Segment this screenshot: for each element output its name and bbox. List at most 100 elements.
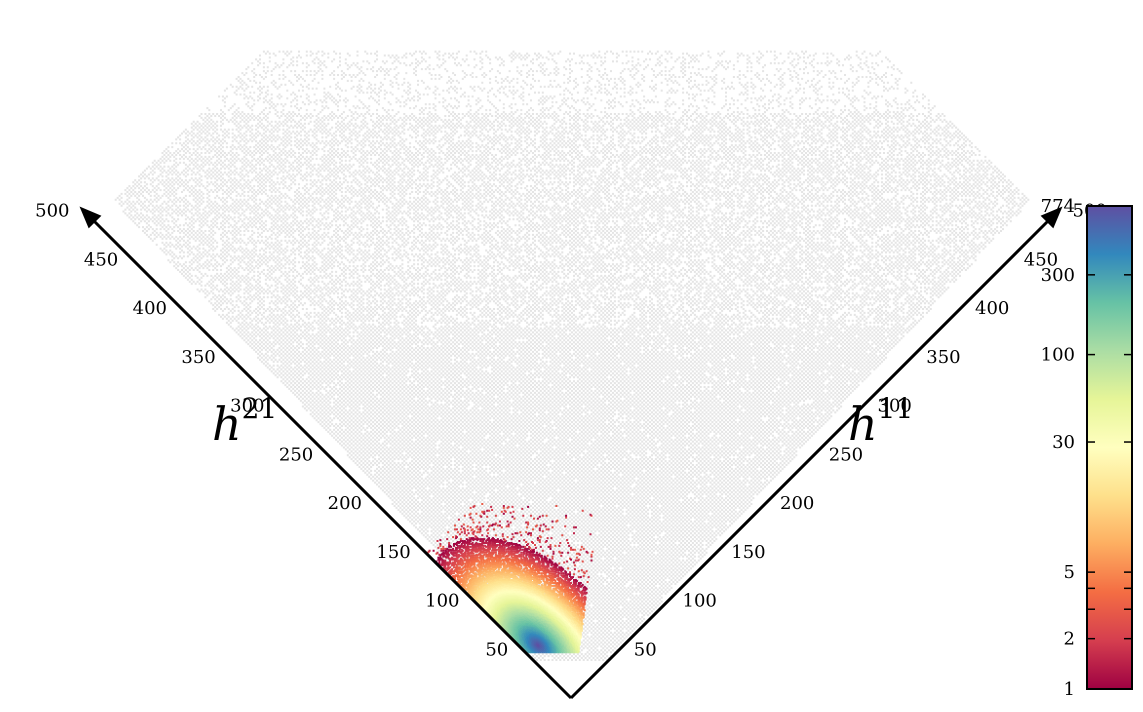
density-points [464,568,477,579]
density-points [543,555,546,558]
density-points [453,524,570,587]
right-tick-label: 150 [731,542,765,563]
colorbar-tick-label: 300 [1041,265,1075,286]
density-points [521,628,555,653]
density-points [511,619,518,625]
left-axis-label: h21 [212,392,277,451]
density-points [529,636,532,639]
density-points [542,630,553,641]
density-points [519,599,530,604]
density-points [523,607,526,610]
density-points [519,626,532,639]
density-points [559,592,562,595]
tick-labels: 50 100 150 200 250 300 350 400 450 500 50 100 150 200… [35,201,1107,661]
density-points [533,640,543,651]
density-points [526,633,550,650]
right-axis-arrowhead [1040,206,1063,229]
axes [79,206,1063,700]
colorbar-tick-label: 30 [1052,432,1075,453]
density-points [473,581,484,591]
right-tick-label: 50 [634,639,657,660]
density-points [499,607,571,648]
colorbar-gradient [1086,205,1133,690]
density-points [569,571,571,574]
density-points [514,602,517,605]
density-points [488,592,577,636]
density-points [531,638,545,653]
density-points [469,561,564,591]
density-points [515,622,553,639]
density-points [526,633,529,636]
density-points [490,594,579,642]
density-points [490,539,493,542]
density-points [562,572,565,575]
density-points [564,617,567,620]
right-tick-label: 350 [926,347,960,368]
density-points [496,601,569,635]
background-points [114,50,1030,662]
colorbar-tick-label: 2 [1064,629,1075,650]
density-points [496,544,499,546]
density-points [519,626,557,653]
density-points [438,538,449,556]
density-points [536,644,539,647]
density-points [545,627,556,638]
density-points [487,574,517,578]
density-points [522,598,525,601]
density-points [480,584,582,633]
left-axis-line [90,217,573,700]
density-points [519,626,530,637]
density-points [532,549,538,554]
density-points [519,626,526,633]
left-tick-label: 250 [279,444,313,465]
density-points [470,576,553,596]
colorbar-tick-label: 1 [1064,679,1075,700]
density-points [559,581,562,583]
density-points [495,582,582,629]
background-density-region [114,50,1030,662]
right-tick-label: 250 [829,444,863,465]
density-points [536,554,548,562]
density-points [483,590,492,599]
density-points [520,627,523,630]
right-tick-label: 400 [975,298,1009,319]
density-points [496,583,577,624]
density-points [518,625,521,628]
density-points [526,547,529,550]
density-points [448,523,541,565]
colorbar-ticks: 1 2 5 30 100 300 774 [1041,196,1132,700]
density-points [442,542,519,564]
density-points [562,613,571,621]
density-points [576,610,579,613]
right-tick-label: 300 [878,396,912,417]
density-points [516,623,529,636]
right-tick-label: 200 [780,493,814,514]
density-points [529,636,547,651]
density-points [482,559,547,579]
left-tick-label: 200 [328,493,362,514]
left-tick-label: 350 [181,347,215,368]
density-points [533,640,543,651]
density-points [497,603,577,652]
density-points [484,588,574,627]
density-points [557,594,560,597]
left-tick-label: 400 [133,298,167,319]
colored-density-region [426,503,594,654]
left-tick-label: 300 [230,396,264,417]
density-points [503,591,538,601]
left-tick-label: 500 [35,201,69,222]
density-points [565,602,581,619]
density-points [517,624,532,639]
density-points [542,599,545,602]
density-points [475,564,487,570]
density-points [512,620,564,648]
density-points [528,635,548,650]
density-points [540,624,559,643]
density-points [522,586,525,589]
density-points [497,605,573,648]
left-tick-label: 150 [376,542,410,563]
density-points [479,554,493,558]
density-points [534,568,537,571]
right-axis-label: h11 [848,392,913,451]
